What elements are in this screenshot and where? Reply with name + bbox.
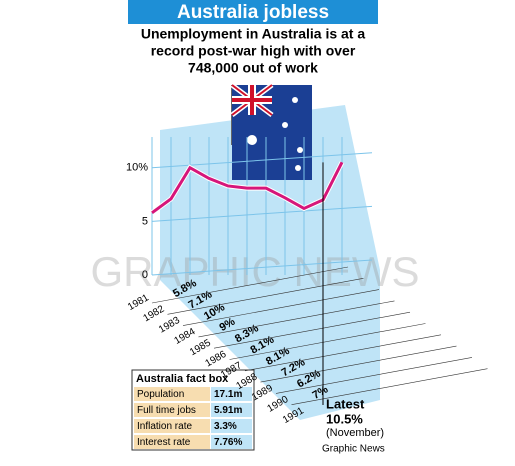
year-label: 1985 bbox=[188, 337, 213, 358]
year-label: 1986 bbox=[204, 349, 229, 370]
subtitle-line: record post-war high with over bbox=[151, 43, 356, 59]
row-line bbox=[213, 311, 411, 349]
source: Graphic News bbox=[322, 444, 385, 455]
fact-label: Population bbox=[137, 389, 184, 400]
fact-label: Inflation rate bbox=[137, 421, 192, 432]
row-line bbox=[260, 345, 457, 383]
fact-label: Interest rate bbox=[137, 437, 191, 448]
fact-label: Full time jobs bbox=[137, 405, 196, 416]
row-line bbox=[291, 368, 488, 405]
fact-box-title: Australia fact box bbox=[136, 373, 229, 385]
fact-cell bbox=[211, 419, 252, 433]
fact-cell bbox=[211, 403, 252, 417]
year-label: 1984 bbox=[173, 326, 198, 347]
fact-row bbox=[134, 403, 210, 417]
watermark: GRAPHIC NEWS bbox=[90, 248, 419, 295]
row-line bbox=[167, 278, 364, 315]
title: Australia jobless bbox=[177, 2, 329, 23]
value-label: 10.5% bbox=[326, 411, 363, 426]
fact-value: 5.91m bbox=[214, 405, 242, 416]
row-line bbox=[229, 323, 426, 360]
fact-box: Australia fact box Population 17.1m Full t… bbox=[131, 369, 255, 451]
row-line bbox=[198, 300, 395, 338]
title-bar bbox=[128, 0, 378, 24]
fact-value: 3.3% bbox=[214, 421, 237, 432]
fact-row bbox=[134, 435, 210, 449]
y-tick-label: 10% bbox=[126, 162, 148, 174]
row-line bbox=[275, 357, 473, 394]
grid-line bbox=[151, 205, 373, 222]
row-line bbox=[182, 289, 380, 326]
subtitle-line: 748,000 out of work bbox=[188, 60, 318, 76]
fact-cell bbox=[211, 435, 252, 449]
fact-row bbox=[134, 387, 210, 401]
annotation-note: (November) bbox=[326, 427, 384, 439]
fact-value: 17.1m bbox=[214, 389, 242, 400]
year-label: 1983 bbox=[157, 315, 182, 336]
subtitle: Unemployment in Australia is at a record… bbox=[141, 26, 366, 76]
flag bbox=[230, 83, 312, 180]
line bbox=[151, 161, 344, 214]
y-tick-label: 0 bbox=[142, 269, 148, 281]
row-line bbox=[151, 266, 349, 304]
row-line bbox=[244, 334, 442, 372]
fact-cell bbox=[211, 387, 252, 401]
y-tick-label: 5 bbox=[142, 215, 148, 227]
subtitle-line: Unemployment in Australia is at a bbox=[141, 26, 366, 42]
year-label: 1981 bbox=[126, 292, 151, 313]
fact-value: 7.76% bbox=[214, 437, 242, 448]
fact-row bbox=[134, 419, 210, 433]
grid-line bbox=[151, 259, 373, 276]
year-label: 1982 bbox=[142, 303, 167, 324]
annotation-title: Latest bbox=[326, 396, 365, 411]
chart-backdrop bbox=[160, 105, 380, 420]
